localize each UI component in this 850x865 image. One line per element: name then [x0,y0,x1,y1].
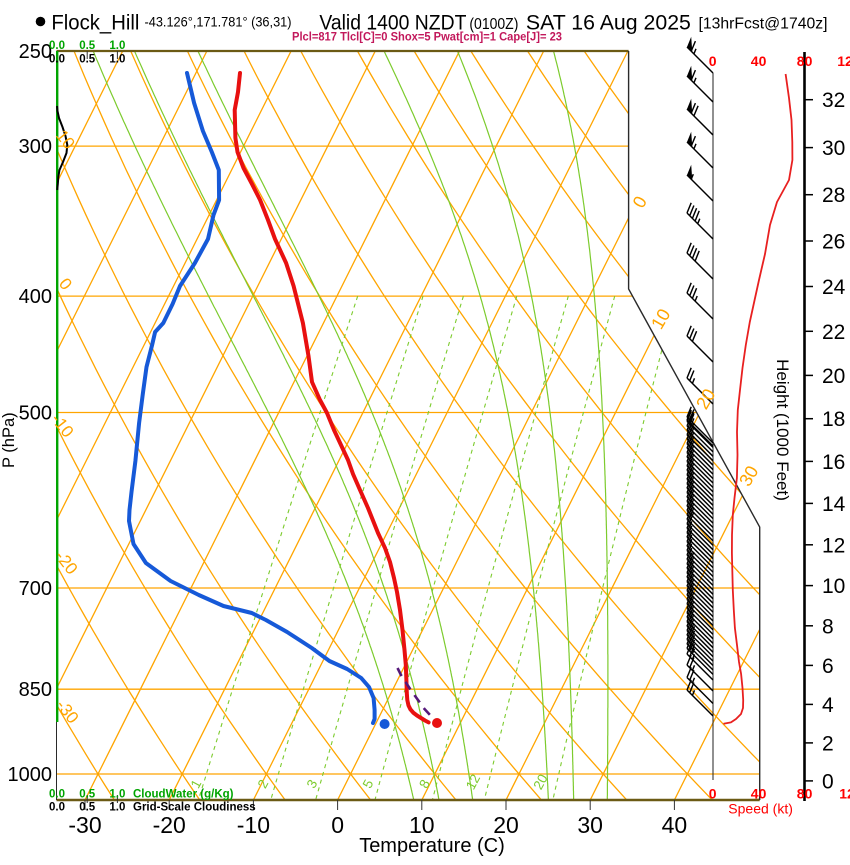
svg-text:20: 20 [822,365,845,388]
svg-text:0: 0 [822,770,834,793]
svg-text:0: 0 [709,786,717,802]
svg-text:Flock_Hill: Flock_Hill [51,12,139,35]
svg-text:0.0: 0.0 [49,54,65,66]
svg-text:12: 12 [839,786,850,802]
svg-text:40: 40 [662,812,688,838]
svg-text:4: 4 [822,694,834,717]
svg-text:8: 8 [822,615,834,638]
svg-text:Temperature (C): Temperature (C) [359,835,505,857]
svg-text:CloudWater (g/Kg): CloudWater (g/Kg) [133,789,234,801]
svg-text:-10: -10 [237,812,270,838]
svg-text:300: 300 [19,136,52,158]
svg-text:850: 850 [19,679,52,701]
svg-text:500: 500 [19,403,52,425]
svg-text:SAT 16 Aug 2025: SAT 16 Aug 2025 [526,12,691,35]
svg-text:30: 30 [822,137,845,160]
svg-text:0: 0 [331,812,344,838]
svg-text:Plcl=817 Tlcl[C]=0 Shox=5 Pwat: Plcl=817 Tlcl[C]=0 Shox=5 Pwat[cm]=1 Cap… [292,30,562,44]
svg-text:1.0: 1.0 [109,802,125,814]
svg-text:(0100Z): (0100Z) [469,16,518,33]
svg-text:Valid 1400 NZDT: Valid 1400 NZDT [319,12,466,35]
svg-text:Height (1000 Feet): Height (1000 Feet) [773,359,792,501]
svg-text:20: 20 [530,772,550,792]
svg-text:0.5: 0.5 [79,54,96,66]
svg-text:Grid-Scale Cloudiness: Grid-Scale Cloudiness [133,802,256,814]
svg-text:250: 250 [19,41,52,63]
svg-text:30: 30 [577,812,603,838]
svg-text:10: 10 [822,575,845,598]
svg-text:0.0: 0.0 [49,40,65,52]
svg-text:0.0: 0.0 [49,802,65,814]
svg-text:16: 16 [822,451,845,474]
svg-text:1.0: 1.0 [109,54,125,66]
svg-text:-30: -30 [68,812,101,838]
svg-text:Speed (kt): Speed (kt) [728,801,793,817]
svg-text:14: 14 [822,493,846,516]
svg-text:0.5: 0.5 [79,802,96,814]
svg-text:2: 2 [822,732,834,755]
svg-text:1.0: 1.0 [109,789,125,801]
svg-text:10: 10 [409,812,435,838]
svg-text:12: 12 [837,53,850,69]
svg-text:0.5: 0.5 [79,789,96,801]
svg-text:400: 400 [19,286,52,308]
svg-text:26: 26 [822,231,845,254]
svg-text:[13hrFcst@1740z]: [13hrFcst@1740z] [699,16,828,33]
svg-text:32: 32 [822,89,845,112]
svg-text:18: 18 [822,408,845,431]
svg-text:24: 24 [822,276,846,299]
svg-text:28: 28 [822,184,845,207]
svg-text:12: 12 [822,534,845,557]
svg-text:20: 20 [493,812,519,838]
svg-text:-20: -20 [153,812,186,838]
svg-text:40: 40 [751,786,767,802]
svg-text:80: 80 [797,786,813,802]
svg-text:22: 22 [822,321,845,344]
svg-text:P (hPa): P (hPa) [0,412,18,468]
svg-text:6: 6 [822,655,834,678]
svg-text:0: 0 [709,53,717,69]
svg-text:40: 40 [751,53,767,69]
svg-text:700: 700 [19,578,52,600]
svg-text:0.0: 0.0 [49,789,65,801]
svg-text:12: 12 [463,772,483,792]
svg-text:0.5: 0.5 [79,40,96,52]
svg-text:1000: 1000 [8,764,53,786]
svg-text:80: 80 [797,53,813,69]
svg-text:-43.126°,171.781° (36,31): -43.126°,171.781° (36,31) [145,15,292,30]
svg-text:1.0: 1.0 [109,40,125,52]
